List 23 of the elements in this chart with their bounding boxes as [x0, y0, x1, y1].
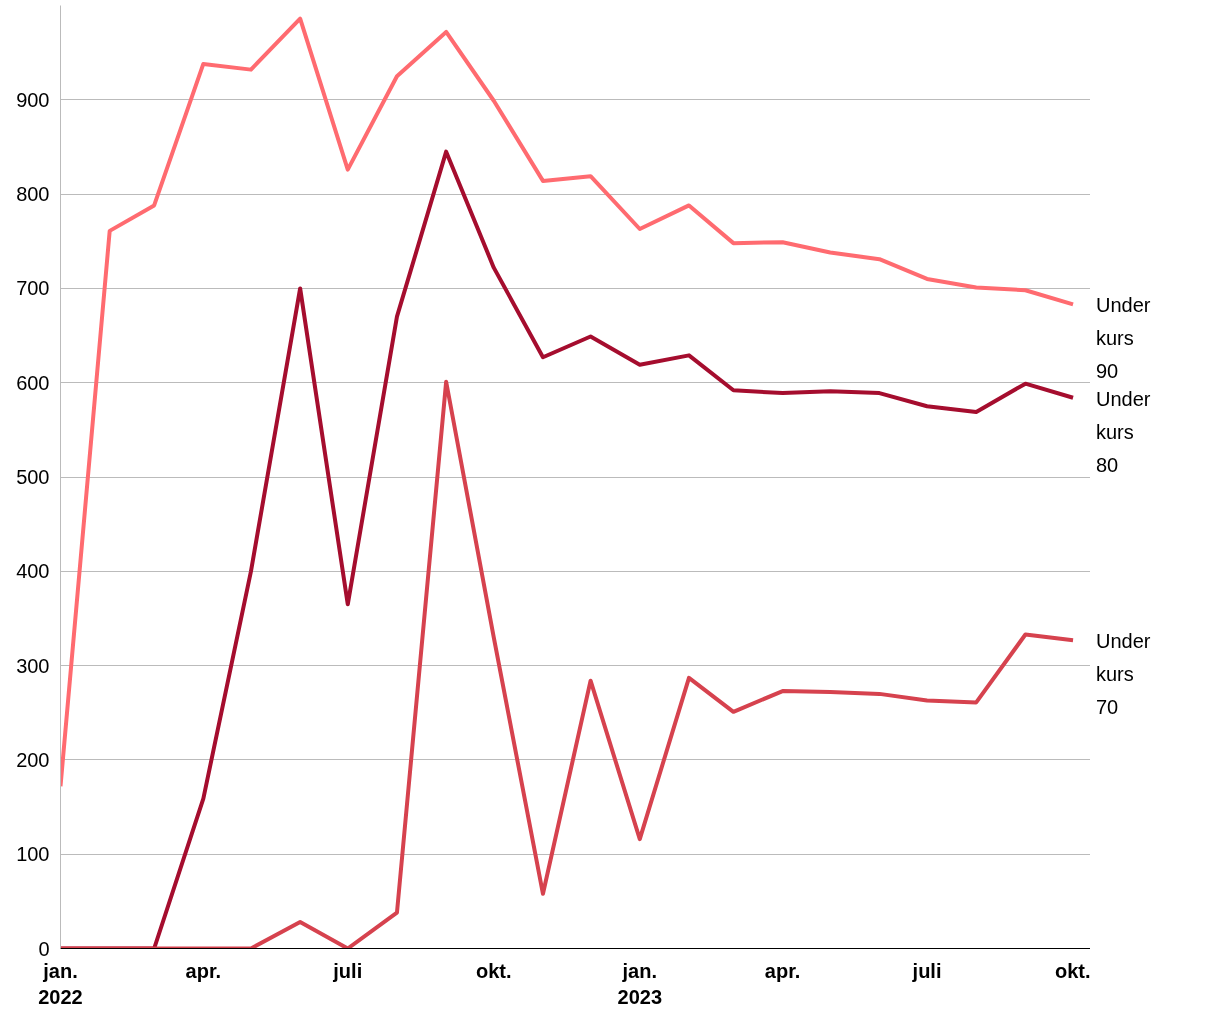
- y-tick-label: 100: [16, 843, 50, 866]
- y-tick-label: 200: [16, 748, 50, 771]
- x-tick-label: apr.: [764, 959, 801, 982]
- x-tick-label: apr.: [185, 959, 222, 982]
- line-series: [60, 379, 1076, 949]
- y-tick-label: 900: [16, 88, 50, 111]
- y-tick-label: 800: [16, 183, 50, 206]
- x-tick-label: jan. 2023: [617, 959, 663, 1008]
- y-tick-label: 0: [38, 937, 50, 960]
- y-tick-label: 400: [16, 560, 50, 583]
- line-series: [60, 16, 1076, 789]
- y-tick-label: 600: [16, 371, 50, 394]
- y-tick-label: 500: [16, 466, 50, 488]
- x-tick-label: okt.: [1054, 959, 1091, 982]
- y-tick-label: 300: [16, 654, 50, 677]
- x-tick-label: jan. 2022: [38, 959, 83, 1008]
- series-label: Under kurs 90: [1096, 294, 1151, 383]
- series-label: Under kurs 80: [1096, 387, 1151, 476]
- x-tick-label: juli: [332, 959, 363, 982]
- series-label: Under kurs 70: [1096, 630, 1151, 719]
- x-tick-label: okt.: [475, 959, 512, 982]
- x-tick-label: juli: [911, 959, 942, 982]
- y-tick-label: 700: [16, 277, 50, 300]
